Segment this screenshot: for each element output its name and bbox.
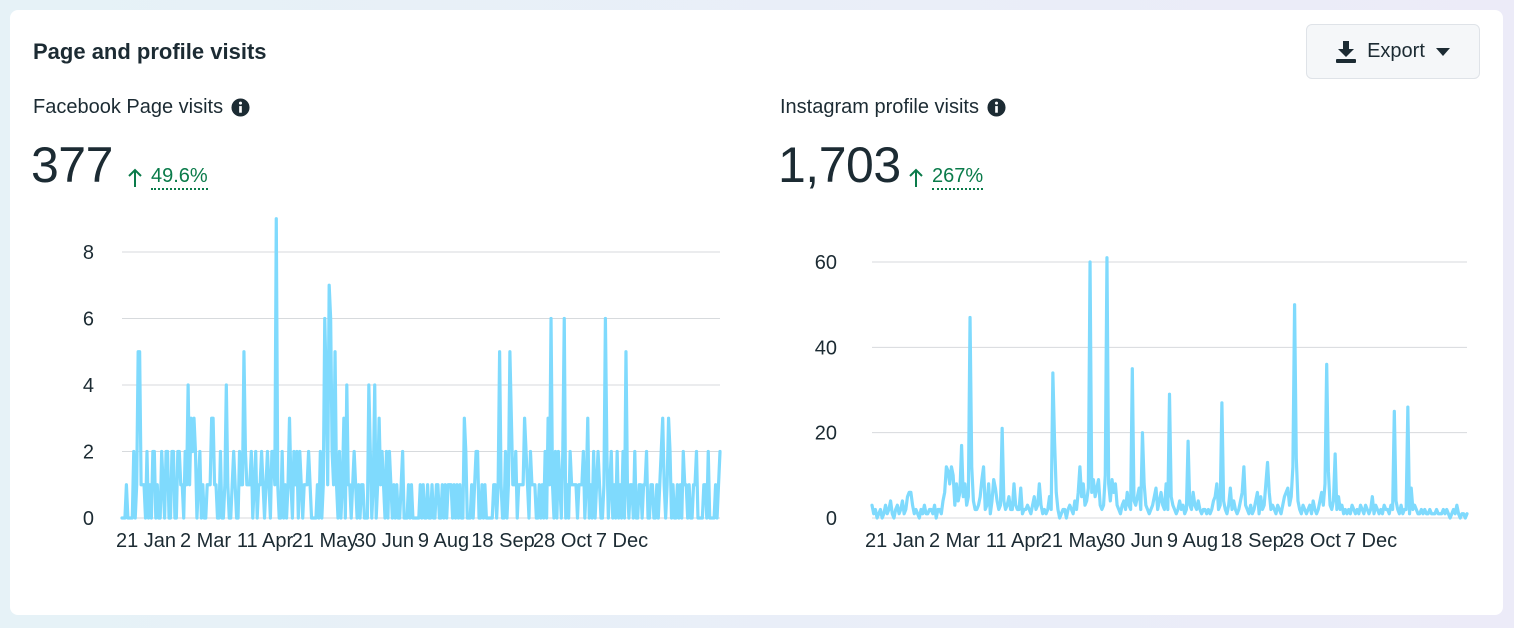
x-tick-label: 30 Jun [354, 530, 414, 552]
facebook-panel: Facebook Page visits 377 49.6% 0 2 4 6 8 21 J… [10, 10, 740, 615]
x-tick-label: 18 Sep [471, 530, 534, 552]
x-tick-label: 9 Aug [418, 530, 469, 552]
instagram-panel: Instagram profile visits 1,703 267% 0 20 4… [756, 10, 1496, 615]
instagram-metric-label-text: Instagram profile visits [780, 96, 979, 118]
x-tick-label: 21 May [1041, 530, 1107, 552]
x-tick-label: 7 Dec [596, 530, 648, 552]
facebook-metric-label-text: Facebook Page visits [33, 96, 224, 118]
export-button-label: Export [1367, 40, 1425, 62]
y-tick-label: 2 [83, 442, 94, 464]
y-tick-label: 0 [826, 508, 837, 530]
x-tick-label: 2 Mar [929, 530, 980, 552]
y-tick-label: 4 [83, 375, 94, 397]
x-tick-label: 18 Sep [1220, 530, 1283, 552]
x-tick-label: 28 Oct [1282, 530, 1341, 552]
y-tick-label: 40 [815, 337, 837, 359]
y-tick-label: 6 [83, 309, 94, 331]
page-and-profile-visits-card: Page and profile visits Export Facebook … [10, 10, 1503, 615]
download-icon [1336, 40, 1357, 63]
series-line [870, 256, 1469, 520]
facebook-metric-value: 377 [31, 137, 113, 193]
facebook-metric-change[interactable]: 49.6% [127, 166, 208, 190]
series-line [120, 217, 722, 520]
instagram-metric-value: 1,703 [778, 137, 901, 193]
arrow-up-icon [909, 168, 923, 187]
facebook-change-percent: 49.6% [151, 166, 208, 190]
y-tick-label: 20 [815, 423, 837, 445]
x-tick-label: 28 Oct [533, 530, 592, 552]
x-tick-label: 7 Dec [1345, 530, 1397, 552]
x-tick-label: 9 Aug [1167, 530, 1218, 552]
x-tick-label: 21 Jan [116, 530, 176, 552]
instagram-change-percent: 267% [932, 166, 984, 190]
instagram-metric-change[interactable]: 267% [908, 166, 984, 190]
caret-down-icon [1435, 47, 1450, 56]
x-tick-label: 21 May [292, 530, 358, 552]
y-tick-label: 8 [83, 242, 94, 264]
arrow-up-icon [128, 168, 142, 187]
instagram-metric-label: Instagram profile visits [780, 96, 1006, 119]
export-button[interactable]: Export [1306, 24, 1480, 79]
info-icon[interactable] [231, 98, 250, 117]
info-icon[interactable] [987, 98, 1006, 117]
x-tick-label: 21 Jan [865, 530, 925, 552]
x-tick-label: 11 Apr [986, 530, 1043, 552]
x-tick-label: 2 Mar [180, 530, 231, 552]
x-tick-label: 11 Apr [237, 530, 294, 552]
facebook-metric-label: Facebook Page visits [33, 96, 250, 119]
y-tick-label: 60 [815, 252, 837, 274]
y-tick-label: 0 [83, 508, 94, 530]
card-title: Page and profile visits [33, 39, 267, 64]
x-tick-label: 30 Jun [1103, 530, 1163, 552]
